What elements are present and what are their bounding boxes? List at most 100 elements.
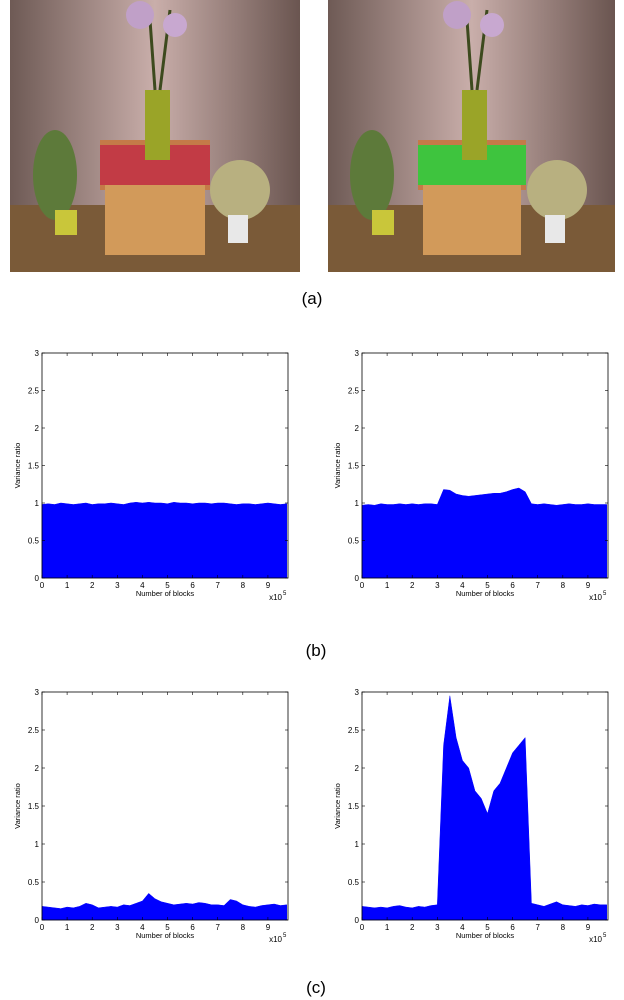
area [361,487,607,579]
x-tick-label: 1 [65,923,70,932]
y-tick-label: 1 [35,499,40,508]
x-axis-label: Number of blocks [136,931,195,940]
x-tick-label: 6 [510,923,515,932]
y-tick-label: 3 [35,349,40,358]
x-tick-label: 3 [435,581,440,590]
chart: 0 0.5 1 1.5 2 2.5 3 0 1 2 3 4 5 6 7 8 9 Number of blocks V… [333,349,609,602]
x-tick-label: 2 [90,581,95,590]
y-tick-label: 2 [355,764,360,773]
x-tick-label: 2 [90,923,95,932]
y-axis-label: Variance ratio [333,443,342,489]
y-tick-label: 2 [355,424,360,433]
area [41,893,287,921]
x-scale-exponent: 5 [603,591,607,597]
y-tick-label: 3 [35,688,40,697]
x-tick-label: 4 [140,581,145,590]
y-tick-label: 0.5 [28,878,40,887]
y-tick-label: 1.5 [348,462,360,471]
y-tick-label: 1 [355,499,360,508]
y-tick-label: 0 [355,916,360,925]
x-tick-label: 8 [561,923,566,932]
x-tick-label: 1 [65,581,70,590]
x-tick-label: 3 [115,923,120,932]
x-tick-label: 4 [460,581,465,590]
photo-tampered [328,0,615,272]
area [361,695,607,921]
area [41,501,287,579]
y-axis-label: Variance ratio [13,783,22,829]
y-axis-label: Variance ratio [13,443,22,489]
x-tick-label: 9 [586,923,591,932]
y-axis-label: Variance ratio [333,783,342,829]
x-tick-label: 2 [410,923,415,932]
y-tick-label: 1 [35,840,40,849]
x-tick-label: 5 [165,923,170,932]
chart: 0 0.5 1 1.5 2 2.5 3 0 1 2 3 4 5 6 7 8 9 Number of blocks V… [13,349,289,602]
x-tick-label: 7 [215,581,220,590]
x-scale-label: x10 [589,935,602,944]
caption: (b) [306,641,327,660]
x-scale-label: x10 [589,593,602,602]
y-tick-label: 3 [355,688,360,697]
x-tick-label: 8 [561,581,566,590]
x-tick-label: 2 [410,581,415,590]
y-tick-label: 1.5 [28,462,40,471]
y-tick-label: 1.5 [28,802,40,811]
x-tick-label: 0 [360,581,365,590]
x-tick-label: 5 [165,581,170,590]
y-tick-label: 0.5 [348,878,360,887]
x-tick-label: 6 [190,923,195,932]
x-tick-label: 5 [485,923,490,932]
y-tick-label: 2.5 [28,726,40,735]
x-tick-label: 9 [266,923,271,932]
caption: (a) [302,289,323,308]
x-tick-label: 1 [385,923,390,932]
x-tick-label: 5 [485,581,490,590]
x-tick-label: 7 [535,923,540,932]
x-tick-label: 6 [190,581,195,590]
x-tick-label: 9 [586,581,591,590]
y-tick-label: 1.5 [348,802,360,811]
chart: 0 0.5 1 1.5 2 2.5 3 0 1 2 3 4 5 6 7 8 9 Number of blocks V… [333,688,609,944]
x-scale-label: x10 [269,593,282,602]
x-tick-label: 0 [40,581,45,590]
x-tick-label: 3 [115,581,120,590]
chart: 0 0.5 1 1.5 2 2.5 3 0 1 2 3 4 5 6 7 8 9 Number of blocks V… [13,688,289,944]
x-scale-exponent: 5 [283,591,287,597]
y-tick-label: 0.5 [28,537,40,546]
y-tick-label: 2 [35,764,40,773]
y-tick-label: 3 [355,349,360,358]
x-scale-exponent: 5 [283,933,287,939]
y-tick-label: 0.5 [348,537,360,546]
x-tick-label: 8 [241,923,246,932]
y-tick-label: 2 [35,424,40,433]
x-tick-label: 3 [435,923,440,932]
x-tick-label: 0 [40,923,45,932]
y-tick-label: 0 [35,916,40,925]
y-tick-label: 2.5 [348,726,360,735]
x-tick-label: 7 [535,581,540,590]
x-tick-label: 4 [460,923,465,932]
y-tick-label: 2.5 [348,387,360,396]
x-axis-label: Number of blocks [136,589,195,598]
x-tick-label: 7 [215,923,220,932]
x-scale-label: x10 [269,935,282,944]
x-tick-label: 0 [360,923,365,932]
x-tick-label: 1 [385,581,390,590]
y-tick-label: 2.5 [28,387,40,396]
x-axis-label: Number of blocks [456,931,515,940]
x-tick-label: 8 [241,581,246,590]
x-tick-label: 9 [266,581,271,590]
x-tick-label: 6 [510,581,515,590]
y-tick-label: 0 [35,574,40,583]
x-axis-label: Number of blocks [456,589,515,598]
photo-original [10,0,300,272]
x-tick-label: 4 [140,923,145,932]
x-scale-exponent: 5 [603,933,607,939]
y-tick-label: 0 [355,574,360,583]
caption: (c) [306,978,326,997]
plot-area [42,692,288,920]
y-tick-label: 1 [355,840,360,849]
